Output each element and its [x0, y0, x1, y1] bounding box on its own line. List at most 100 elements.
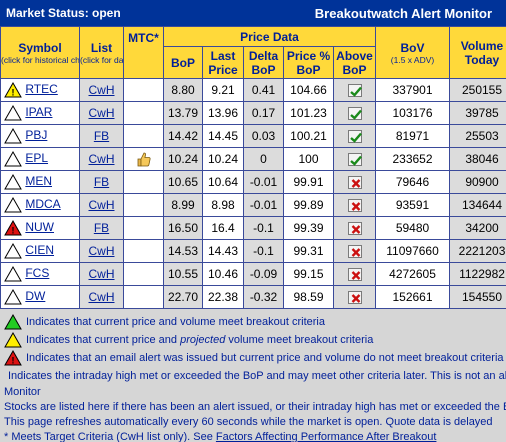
legend-yellow-text: Indicates that current price and project… — [26, 333, 373, 348]
bop-cell: 22.70 — [163, 285, 203, 309]
symbol-link[interactable]: DW — [25, 289, 46, 304]
legend-yellow: Indicates that current price and project… — [4, 331, 506, 349]
legend-red: ! Indicates that an email alert was issu… — [4, 349, 506, 367]
mtc-cell — [123, 78, 164, 102]
symbol-cell: MDCA — [0, 193, 80, 217]
last-price-cell: 14.43 — [202, 239, 244, 263]
price-pct-cell: 99.91 — [283, 170, 334, 194]
legend-yellow-em: projected — [180, 333, 226, 346]
mtc-cell — [123, 124, 164, 148]
svg-text:!: ! — [12, 356, 15, 366]
symbol-link[interactable]: CIEN — [25, 243, 55, 258]
market-status: Market Status: open — [6, 6, 121, 20]
above-bop-cell — [332, 262, 377, 286]
delta-bop-cell: -0.01 — [243, 170, 284, 194]
list-cell: CwH — [79, 78, 124, 102]
last-price-cell: 22.38 — [202, 285, 244, 309]
list-link[interactable]: CwH — [88, 198, 115, 212]
col-last-header: Last Price — [202, 46, 244, 79]
mtc-cell — [123, 239, 164, 263]
symbol-header-label: Symbol — [18, 40, 62, 55]
legend-white-text: Indicates the intraday high met or excee… — [8, 369, 506, 382]
white-triangle-icon — [4, 243, 22, 259]
list-cell: CwH — [79, 147, 124, 171]
bov-cell: 93591 — [375, 193, 451, 217]
table-row: MEN FB 10.65 10.64 -0.01 99.91 79646 90900 — [0, 170, 506, 194]
symbol-link[interactable]: FCS — [25, 266, 50, 281]
list-cell: FB — [79, 124, 124, 148]
list-link[interactable]: CwH — [88, 152, 115, 166]
delta-header-label: Delta BoP — [248, 48, 279, 77]
bop-cell: 14.42 — [163, 124, 203, 148]
list-link[interactable]: CwH — [88, 267, 115, 281]
symbol-link[interactable]: PBJ — [25, 128, 48, 143]
volume-cell: 90900 — [449, 170, 506, 194]
volume-cell: 1122982 — [449, 262, 506, 286]
last-price-cell: 16.4 — [202, 216, 244, 240]
alerts-table: Symbol (click for historical chart) List… — [0, 26, 506, 309]
list-link[interactable]: CwH — [88, 106, 115, 120]
symbol-link[interactable]: MEN — [25, 174, 53, 189]
white-triangle-icon — [4, 197, 22, 213]
last-price-cell: 8.98 — [202, 193, 244, 217]
yellow-triangle-icon: ! — [4, 82, 22, 98]
symbol-link[interactable]: NUW — [25, 220, 55, 235]
list-link[interactable]: FB — [93, 175, 110, 189]
bov-cell: 152661 — [375, 285, 451, 309]
volume-header-label: Volume Today — [460, 38, 504, 67]
check-icon — [347, 84, 362, 98]
above-bop-cell — [332, 124, 377, 148]
list-cell: CwH — [79, 193, 124, 217]
white-triangle-icon — [4, 289, 22, 305]
cross-icon — [347, 199, 362, 213]
legend-red-text: Indicates that an email alert was issued… — [26, 351, 504, 364]
bop-cell: 8.99 — [163, 193, 203, 217]
col-delta-header: Delta BoP — [243, 46, 284, 79]
list-header-sub: (click for data) — [80, 54, 124, 65]
legend-green-text: Indicates that current price and volume … — [26, 315, 325, 328]
list-cell: CwH — [79, 101, 124, 125]
list-link[interactable]: FB — [93, 129, 110, 143]
symbol-link[interactable]: RTEC — [25, 82, 58, 97]
last-header-label: Last Price — [208, 48, 238, 77]
bop-cell: 10.65 — [163, 170, 203, 194]
symbol-cell: CIEN — [0, 239, 80, 263]
table-row: MDCA CwH 8.99 8.98 -0.01 99.89 93591 134644 — [0, 193, 506, 217]
stocks-note: Stocks are listed here if there has been… — [4, 401, 506, 413]
price-pct-cell: 101.23 — [283, 101, 334, 125]
delta-bop-cell: -0.1 — [243, 239, 284, 263]
bov-cell: 337901 — [375, 78, 451, 102]
symbol-cell: DW — [0, 285, 80, 309]
bop-cell: 10.24 — [163, 147, 203, 171]
list-header-label: List — [90, 40, 113, 55]
bov-cell: 4272605 — [375, 262, 451, 286]
col-list-header: List (click for data) — [79, 26, 124, 79]
last-price-cell: 13.96 — [202, 101, 244, 125]
symbol-cell: FCS — [0, 262, 80, 286]
mtc-cell — [123, 262, 164, 286]
svg-text:!: ! — [12, 88, 15, 98]
list-link[interactable]: CwH — [88, 244, 115, 258]
bop-cell: 8.80 — [163, 78, 203, 102]
legend-yellow-post: volume meet breakout criteria — [225, 333, 374, 346]
list-link[interactable]: CwH — [88, 83, 115, 97]
list-cell: FB — [79, 216, 124, 240]
last-price-cell: 14.45 — [202, 124, 244, 148]
white-triangle-icon — [4, 128, 22, 144]
bop-cell: 13.79 — [163, 101, 203, 125]
table-row: EPL CwH 10.24 10.24 0 100 233652 38046 — [0, 147, 506, 171]
symbol-link[interactable]: MDCA — [25, 197, 61, 212]
list-link[interactable]: CwH — [88, 290, 115, 304]
col-bop-header: BoP — [163, 46, 203, 79]
table-row: ! NUW FB 16.50 16.4 -0.1 99.39 59480 34200 — [0, 216, 506, 240]
table-row: CIEN CwH 14.53 14.43 -0.1 99.31 11097660 222120… — [0, 239, 506, 263]
factors-link[interactable]: Factors Affecting Performance After Brea… — [215, 431, 437, 442]
list-link[interactable]: FB — [93, 221, 110, 235]
col-symbol-header: Symbol (click for historical chart) — [0, 26, 80, 79]
symbol-link[interactable]: IPAR — [25, 105, 53, 120]
list-cell: CwH — [79, 262, 124, 286]
bov-cell: 233652 — [375, 147, 451, 171]
table-row: IPAR CwH 13.79 13.96 0.17 101.23 103176 39785 — [0, 101, 506, 125]
symbol-link[interactable]: EPL — [25, 151, 49, 166]
volume-cell: 25503 — [449, 124, 506, 148]
